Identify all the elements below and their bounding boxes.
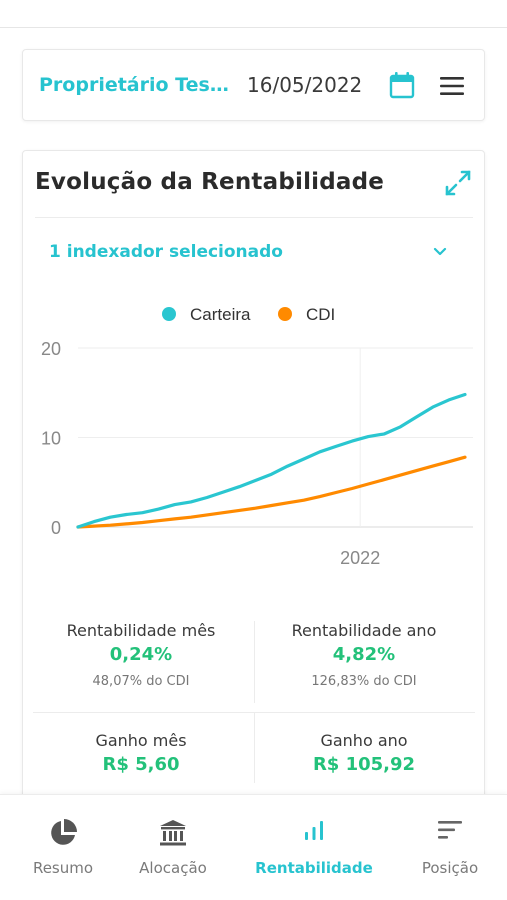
bar-chart-icon bbox=[305, 821, 323, 840]
legend-dot-cdi bbox=[278, 307, 292, 321]
stat-ganho-ano: Ganho ano R$ 105,92 bbox=[254, 731, 474, 775]
date-display[interactable]: 16/05/2022 bbox=[247, 73, 363, 97]
stat-value: R$ 5,60 bbox=[102, 754, 180, 775]
legend-dot-carteira bbox=[162, 307, 176, 321]
nav-label: Rentabilidade bbox=[255, 859, 373, 877]
chart-legend: Carteira CDI bbox=[162, 305, 335, 324]
stat-label: Ganho mês bbox=[95, 731, 187, 750]
stats-horizontal-divider bbox=[33, 712, 475, 713]
calendar-icon[interactable] bbox=[389, 71, 415, 99]
nav-item-resumo[interactable]: Resumo bbox=[0, 795, 126, 900]
top-divider bbox=[0, 27, 507, 28]
nav-label: Posição bbox=[421, 859, 479, 877]
y-tick-label: 20 bbox=[41, 339, 61, 359]
title-divider bbox=[35, 217, 473, 218]
stat-label: Rentabilidade ano bbox=[291, 621, 437, 640]
stat-value: R$ 105,92 bbox=[312, 754, 416, 775]
header-bar: Proprietário Tes... 16/05/2022 bbox=[22, 49, 485, 121]
legend-label-carteira[interactable]: Carteira bbox=[190, 305, 251, 324]
stats-vertical-divider-bottom bbox=[254, 713, 255, 783]
nav-item-posicao[interactable]: Posição bbox=[387, 795, 507, 900]
series-line-carteira bbox=[76, 392, 467, 529]
stat-value: 0,24% bbox=[109, 644, 173, 665]
profitability-card: Evolução da Rentabilidade 1 indexador se… bbox=[22, 150, 485, 810]
legend-label-cdi[interactable]: CDI bbox=[306, 305, 335, 324]
profitability-line-chart: Carteira CDI 0 10 20 2022 bbox=[41, 305, 473, 568]
card-title: Evolução da Rentabilidade bbox=[35, 169, 385, 195]
nav-label: Alocação bbox=[139, 859, 207, 877]
bottom-navigation: Resumo Alocação Rentabilidade Posição bbox=[0, 794, 507, 900]
sort-lines-icon bbox=[438, 821, 462, 839]
stat-sub: 48,07% do CDI bbox=[92, 674, 190, 689]
chart-ticks: 0 10 20 2022 bbox=[41, 339, 380, 568]
stat-ganho-mes: Ganho mês R$ 5,60 bbox=[31, 731, 251, 775]
stat-sub: 126,83% do CDI bbox=[311, 674, 417, 689]
owner-name[interactable]: Proprietário Tes... bbox=[39, 74, 231, 96]
stat-rentabilidade-ano: Rentabilidade ano 4,82% 126,83% do CDI bbox=[254, 621, 474, 689]
indexer-selector[interactable]: 1 indexador selecionado bbox=[49, 242, 283, 262]
x-tick-label: 2022 bbox=[340, 548, 380, 568]
nav-item-rentabilidade[interactable]: Rentabilidade bbox=[251, 795, 377, 900]
stat-label: Rentabilidade mês bbox=[66, 621, 216, 640]
stat-rentabilidade-mes: Rentabilidade mês 0,24% 48,07% do CDI bbox=[31, 621, 251, 689]
chart-series bbox=[76, 392, 467, 529]
chart-grid bbox=[78, 347, 473, 528]
stat-label: Ganho ano bbox=[320, 731, 408, 750]
bank-icon bbox=[160, 820, 186, 846]
nav-item-alocacao[interactable]: Alocação bbox=[110, 795, 236, 900]
y-tick-label: 10 bbox=[41, 429, 61, 449]
pie-chart-icon bbox=[51, 819, 77, 845]
series-line-cdi bbox=[76, 455, 467, 529]
nav-label: Resumo bbox=[32, 859, 94, 877]
chevron-down-icon[interactable] bbox=[431, 243, 449, 261]
y-tick-label: 0 bbox=[51, 518, 61, 538]
hamburger-menu-icon[interactable] bbox=[439, 76, 465, 96]
stat-value: 4,82% bbox=[332, 644, 396, 665]
expand-icon[interactable] bbox=[443, 168, 473, 198]
stats-vertical-divider-top bbox=[254, 621, 255, 703]
